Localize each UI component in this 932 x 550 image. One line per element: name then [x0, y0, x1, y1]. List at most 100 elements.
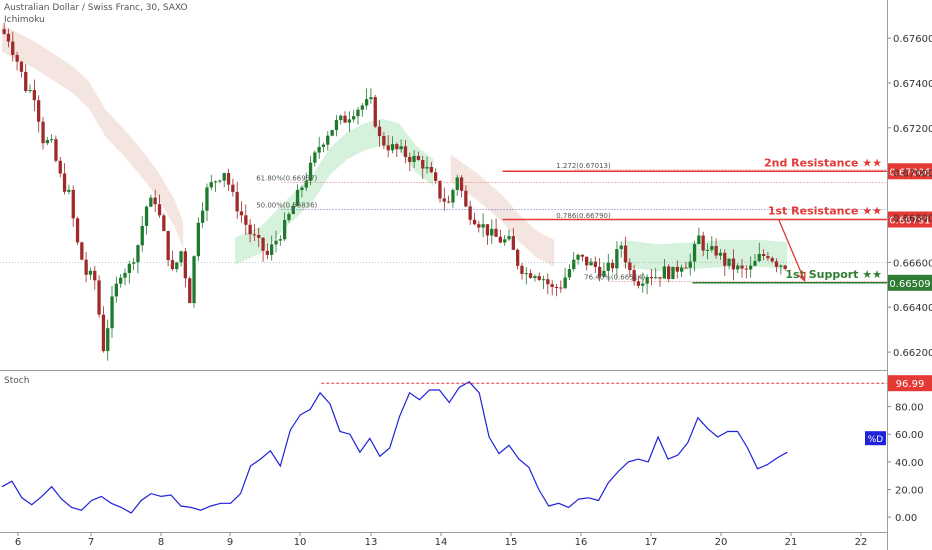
candle-body[interactable] [382, 136, 386, 146]
candle-body[interactable] [339, 115, 343, 121]
candle-body[interactable] [459, 177, 464, 191]
candle-body[interactable] [399, 146, 403, 150]
candle-body[interactable] [705, 249, 710, 251]
candle-body[interactable] [559, 287, 563, 289]
candle-body[interactable] [248, 224, 252, 235]
candle-body[interactable] [24, 71, 28, 91]
candle-body[interactable] [481, 224, 485, 228]
candle-body[interactable] [287, 214, 291, 220]
candle-body[interactable] [205, 187, 209, 211]
candle-body[interactable] [304, 180, 308, 188]
candle-body[interactable] [334, 120, 339, 131]
candle-body[interactable] [623, 245, 628, 263]
candle-body[interactable] [442, 198, 446, 202]
candle-body[interactable] [170, 260, 175, 270]
candle-body[interactable] [209, 182, 213, 188]
candle-body[interactable] [50, 139, 54, 141]
candle-body[interactable] [67, 189, 71, 192]
candle-body[interactable] [779, 265, 783, 267]
candle-body[interactable] [447, 201, 451, 203]
candle-body[interactable] [97, 280, 101, 315]
candle-body[interactable] [408, 156, 412, 162]
candle-body[interactable] [196, 222, 200, 257]
candle-body[interactable] [649, 277, 654, 279]
candle-body[interactable] [567, 269, 572, 278]
candle-body[interactable] [766, 256, 770, 259]
candle-body[interactable] [494, 228, 498, 237]
candle-body[interactable] [162, 215, 166, 231]
candle-body[interactable] [317, 146, 321, 153]
candle-body[interactable] [93, 270, 97, 281]
candle-body[interactable] [244, 215, 248, 225]
candle-body[interactable] [636, 281, 641, 286]
candle-body[interactable] [252, 234, 257, 236]
candle-body[interactable] [127, 263, 131, 273]
candle-body[interactable] [753, 261, 757, 266]
candle-body[interactable] [214, 181, 218, 183]
candle-body[interactable] [684, 267, 688, 269]
candle-body[interactable] [132, 262, 136, 264]
candle-body[interactable] [291, 205, 295, 214]
candle-body[interactable] [468, 206, 472, 220]
candle-body[interactable] [157, 204, 162, 216]
candle-body[interactable] [524, 273, 528, 275]
candle-body[interactable] [654, 277, 658, 279]
candle-body[interactable] [45, 140, 49, 144]
candle-body[interactable] [546, 279, 550, 285]
candle-body[interactable] [106, 328, 110, 352]
candle-body[interactable] [239, 211, 244, 216]
candle-body[interactable] [692, 244, 697, 262]
candle-body[interactable] [373, 97, 377, 127]
candle-body[interactable] [153, 197, 157, 205]
candle-body[interactable] [632, 270, 636, 282]
candle-body[interactable] [101, 314, 106, 352]
candle-body[interactable] [308, 162, 313, 181]
candle-body[interactable] [593, 261, 597, 267]
candle-body[interactable] [149, 197, 153, 207]
candle-body[interactable] [300, 187, 304, 190]
candle-body[interactable] [662, 266, 666, 279]
candle-body[interactable] [511, 236, 515, 250]
candle-body[interactable] [438, 180, 442, 199]
candle-body[interactable] [580, 254, 584, 257]
candle-body[interactable] [270, 244, 274, 255]
candle-body[interactable] [576, 254, 580, 260]
candle-body[interactable] [533, 276, 537, 278]
candle-body[interactable] [80, 242, 84, 260]
candle-body[interactable] [37, 100, 41, 122]
candle-body[interactable] [710, 246, 714, 250]
candle-body[interactable] [641, 283, 645, 286]
candle-body[interactable] [75, 218, 80, 243]
candle-body[interactable] [697, 235, 701, 245]
candle-body[interactable] [762, 254, 766, 256]
candle-body[interactable] [54, 139, 58, 161]
candle-body[interactable] [257, 235, 261, 238]
candle-body[interactable] [179, 251, 183, 263]
candle-body[interactable] [554, 287, 559, 288]
candle-body[interactable] [455, 177, 459, 191]
candle-body[interactable] [671, 266, 675, 279]
candle-body[interactable] [274, 240, 278, 245]
candle-body[interactable] [395, 144, 399, 150]
candle-body[interactable] [498, 236, 502, 243]
candle-body[interactable] [352, 116, 356, 120]
candle-body[interactable] [736, 265, 740, 270]
candle-body[interactable] [11, 41, 15, 55]
candle-body[interactable] [528, 273, 533, 278]
candle-body[interactable] [658, 277, 662, 279]
candle-body[interactable] [749, 265, 753, 270]
candle-body[interactable] [71, 189, 75, 219]
candle-body[interactable] [218, 180, 222, 182]
candle-body[interactable] [472, 219, 477, 225]
candle-body[interactable] [231, 184, 235, 192]
candle-body[interactable] [2, 29, 6, 34]
candle-body[interactable] [19, 61, 24, 72]
candle-body[interactable] [166, 231, 170, 261]
candle-body[interactable] [550, 284, 554, 287]
candle-body[interactable] [464, 190, 468, 207]
candle-body[interactable] [412, 155, 416, 162]
candle-body[interactable] [390, 144, 395, 151]
candle-body[interactable] [429, 167, 433, 173]
candle-body[interactable] [343, 115, 347, 123]
candle-body[interactable] [226, 173, 231, 185]
